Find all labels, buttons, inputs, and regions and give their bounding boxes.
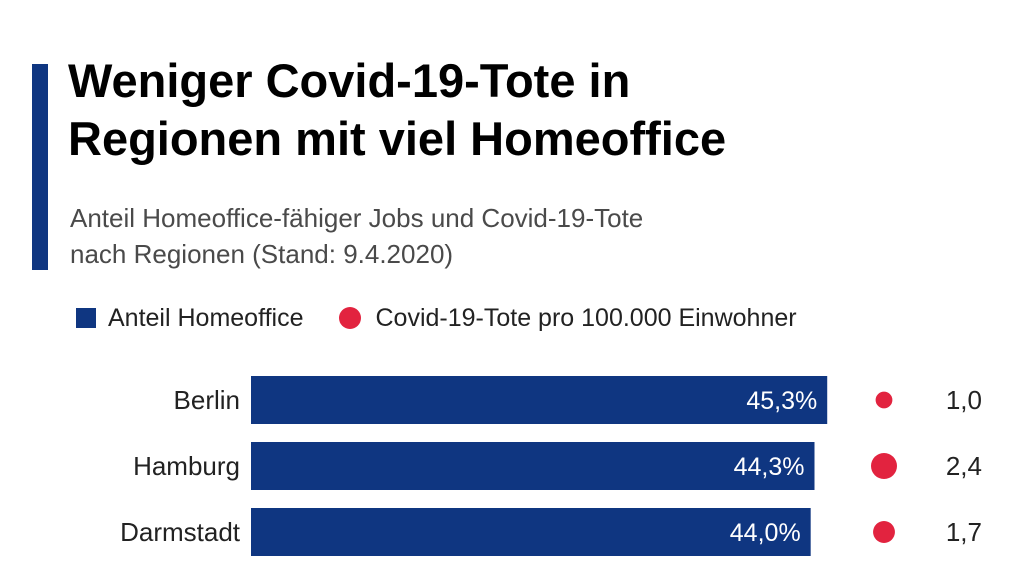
legend: Anteil Homeoffice Covid-19-Tote pro 100.… <box>76 298 833 338</box>
chart-title: Weniger Covid-19-Tote in Regionen mit vi… <box>68 52 726 168</box>
homeoffice-value-label: 45,3% <box>746 387 817 415</box>
bar-chart: Berlin 45,3% 1,0 Hamburg 44,3% 2,4 Darmstadt 44… <box>120 376 982 556</box>
subtitle-line-2: nach Regionen (Stand: 9.4.2020) <box>70 239 454 269</box>
homeoffice-bar <box>251 508 811 556</box>
title-line-1: Weniger Covid-19-Tote in <box>68 54 631 107</box>
deaths-dot <box>875 391 893 409</box>
deaths-value-label: 1,7 <box>946 517 982 547</box>
legend-circle-icon <box>339 307 362 329</box>
homeoffice-value-label: 44,0% <box>730 519 801 547</box>
homeoffice-bar <box>251 442 815 490</box>
homeoffice-value-label: 44,3% <box>734 453 805 481</box>
deaths-dot <box>871 453 897 479</box>
category-label: Darmstadt <box>120 517 241 547</box>
legend-label-homeoffice: Anteil Homeoffice <box>108 303 304 332</box>
deaths-value-label: 1,0 <box>946 385 982 415</box>
subtitle-line-1: Anteil Homeoffice-fähiger Jobs und Covid… <box>70 203 644 233</box>
deaths-dot <box>873 521 895 543</box>
category-label: Berlin <box>174 385 240 415</box>
title-line-2: Regionen mit viel Homeoffice <box>68 112 727 165</box>
category-label: Hamburg <box>133 451 240 481</box>
chart-subtitle: Anteil Homeoffice-fähiger Jobs und Covid… <box>70 200 643 272</box>
homeoffice-bar <box>251 376 828 424</box>
legend-label-deaths: Covid-19-Tote pro 100.000 Einwohner <box>375 303 797 332</box>
deaths-value-label: 2,4 <box>946 451 982 481</box>
legend-item-homeoffice: Anteil Homeoffice <box>76 304 303 333</box>
title-accent-bar <box>32 64 48 270</box>
legend-square-icon <box>76 308 96 328</box>
legend-item-deaths: Covid-19-Tote pro 100.000 Einwohner <box>339 303 797 333</box>
